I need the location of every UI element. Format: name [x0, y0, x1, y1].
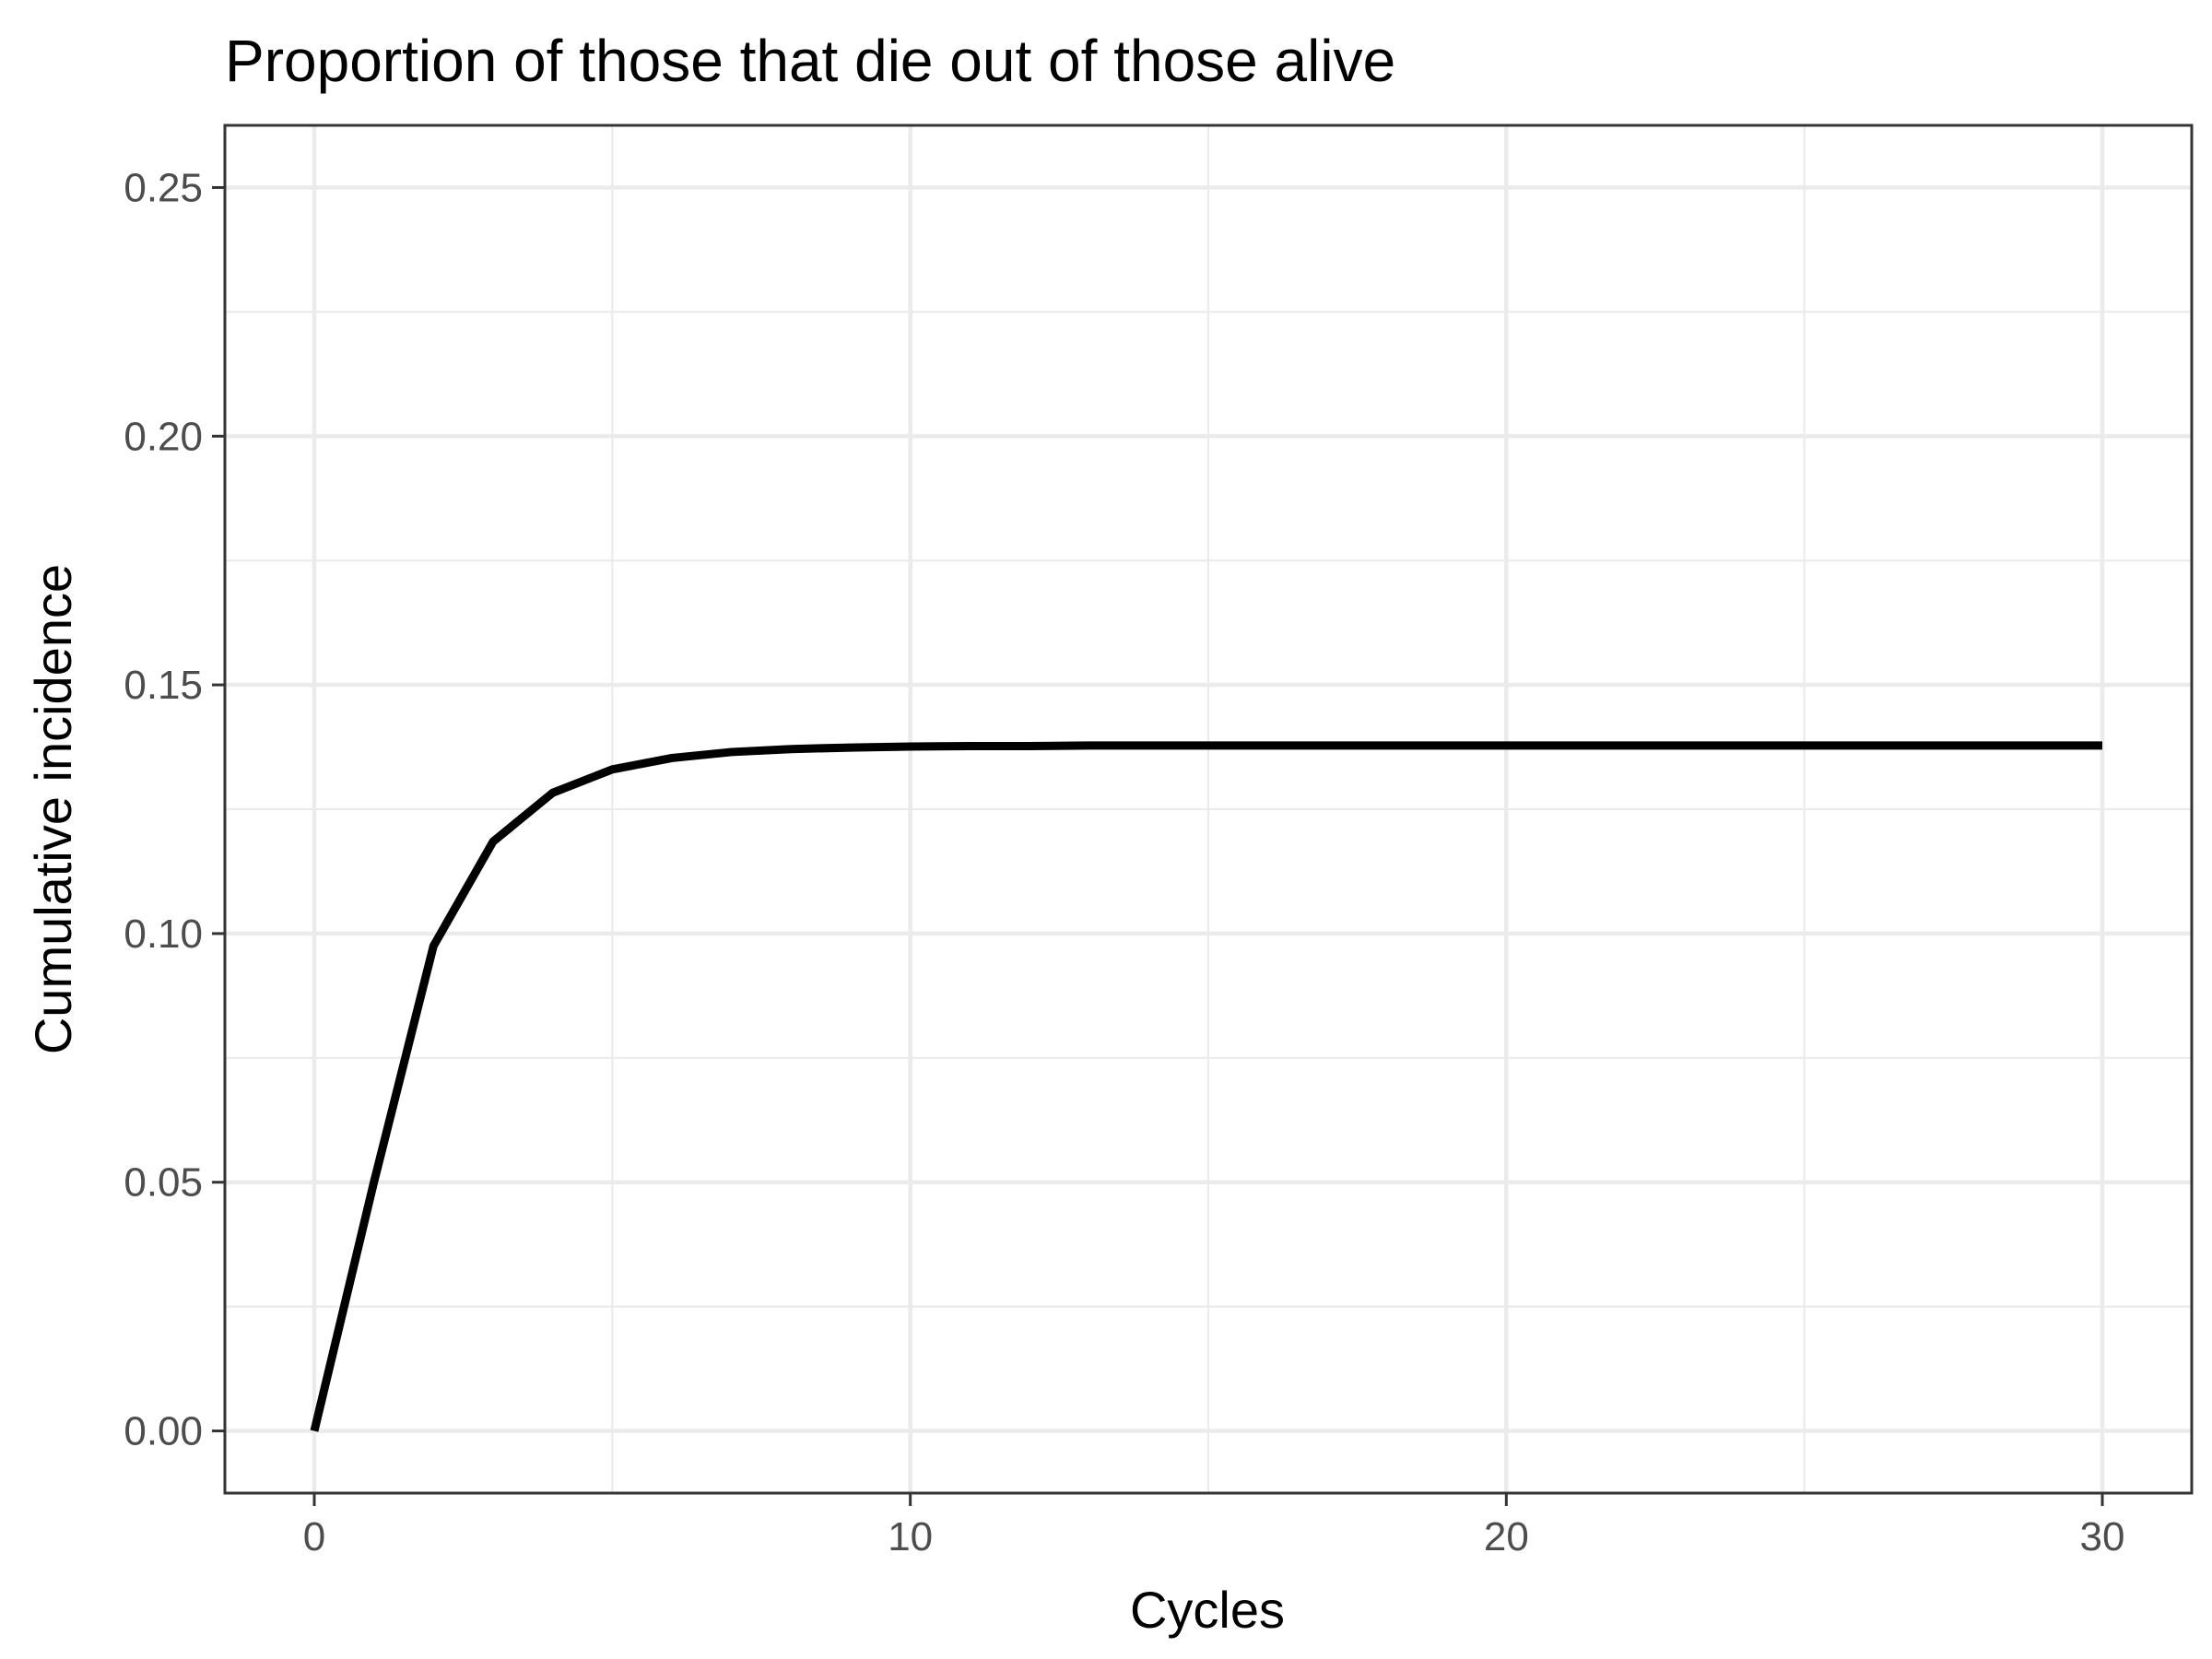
y-tick-label-3: 0.15 [124, 663, 203, 708]
chart-title: Proportion of those that die out of thos… [225, 28, 1395, 94]
major-grid [225, 125, 2192, 1493]
panel-border [223, 124, 2194, 1495]
y-tick-label-4: 0.20 [124, 414, 203, 459]
minor-grid [225, 125, 2192, 1493]
y-tick-label-5: 0.25 [124, 165, 203, 210]
y-tick-label-2: 0.10 [124, 912, 203, 957]
series-line-0 [310, 741, 2102, 1432]
x-tick-label-3: 30 [2080, 1514, 2125, 1559]
series-layer [310, 741, 2102, 1432]
y-tick-label-0: 0.00 [124, 1409, 203, 1454]
x-tick-label-2: 20 [1484, 1514, 1529, 1559]
x-tick-label-0: 0 [303, 1514, 325, 1559]
y-axis-title: Cumulative incidence [24, 564, 82, 1054]
y-axis: 0.00 0.05 0.10 0.15 0.20 0.25 [124, 165, 225, 1454]
x-axis-title: Cycles [1130, 1581, 1285, 1639]
x-axis: 0 10 20 30 [303, 1493, 2125, 1559]
x-tick-label-1: 10 [888, 1514, 933, 1559]
y-tick-label-1: 0.05 [124, 1160, 203, 1206]
